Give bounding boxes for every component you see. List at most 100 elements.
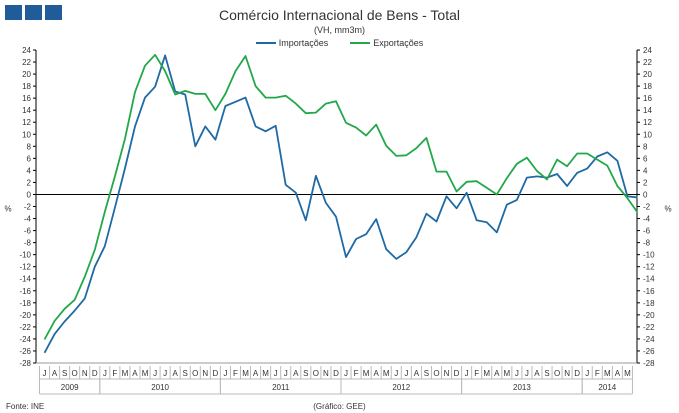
legend-label-importacoes: Importações: [278, 38, 329, 48]
y-tick-label-right: -14: [643, 275, 655, 284]
x-tick-label: A: [173, 369, 179, 378]
y-tick-label-right: -28: [643, 359, 655, 368]
y-tick-label-right: 14: [643, 106, 652, 115]
x-tick-label: A: [374, 369, 380, 378]
x-tick-label: A: [414, 369, 420, 378]
x-tick-label: F: [595, 369, 600, 378]
legend-label-exportacoes: Exportações: [373, 38, 424, 48]
x-tick-label: J: [515, 369, 519, 378]
logo-square: [45, 5, 62, 20]
x-tick-label: A: [52, 369, 58, 378]
x-tick-label: M: [624, 369, 631, 378]
x-tick-label: A: [494, 369, 500, 378]
y-tick-label-right: -16: [643, 287, 655, 296]
y-tick-label-left: -8: [24, 239, 32, 248]
x-tick-label: M: [262, 369, 269, 378]
x-tick-label: M: [363, 369, 370, 378]
y-tick-label-right: -18: [643, 299, 655, 308]
x-tick-label: J: [274, 369, 278, 378]
x-tick-label: N: [82, 369, 88, 378]
y-tick-label-right: 16: [643, 94, 652, 103]
year-label: 2012: [392, 383, 410, 392]
x-tick-label: J: [525, 369, 529, 378]
x-tick-label: J: [223, 369, 227, 378]
y-tick-label-left: -28: [19, 359, 31, 368]
y-tick-label-left: -26: [19, 347, 31, 356]
y-tick-label-right: -4: [643, 215, 651, 224]
chart-credit: (Gráfico: GEE): [313, 402, 366, 411]
y-tick-label-left: -2: [24, 203, 32, 212]
x-tick-label: O: [433, 369, 439, 378]
y-tick-label-left: -10: [19, 251, 31, 260]
y-tick-label-left: 10: [22, 130, 31, 139]
x-tick-label: S: [62, 369, 67, 378]
x-tick-label: J: [394, 369, 398, 378]
x-tick-label: M: [242, 369, 249, 378]
chart-title: Comércio Internacional de Bens - Total: [219, 7, 460, 23]
x-tick-label: D: [212, 369, 218, 378]
x-tick-label: M: [503, 369, 510, 378]
legend-item-importacoes: Importações: [255, 38, 329, 48]
y-tick-label-left: -24: [19, 335, 31, 344]
x-tick-label: D: [92, 369, 98, 378]
x-tick-label: J: [103, 369, 107, 378]
x-tick-label: J: [585, 369, 589, 378]
y-tick-label-right: 0: [643, 190, 648, 199]
y-tick-label-left: 20: [22, 70, 31, 79]
x-tick-label: F: [354, 369, 359, 378]
x-tick-label: J: [43, 369, 47, 378]
y-tick-label-left: 16: [22, 94, 31, 103]
y-tick-label-left: 14: [22, 106, 31, 115]
x-tick-label: M: [604, 369, 611, 378]
y-tick-label-left: -18: [19, 299, 31, 308]
y-tick-label-left: 22: [22, 58, 31, 67]
y-tick-label-right: 24: [643, 46, 652, 55]
x-tick-label: F: [474, 369, 479, 378]
y-tick-label-right: 8: [643, 142, 648, 151]
chart-subtitle: (VH, mm3m): [314, 25, 365, 35]
y-axis-label-left: %: [4, 204, 11, 213]
y-axis-label-right: %: [664, 204, 671, 213]
legend-swatch-importacoes: [255, 42, 276, 44]
x-tick-label: O: [313, 369, 319, 378]
y-tick-label-left: 0: [27, 190, 32, 199]
y-tick-label-left: -6: [24, 227, 32, 236]
legend: Importações Exportações: [0, 38, 679, 48]
logo-square: [25, 5, 42, 20]
y-tick-label-left: 8: [27, 142, 32, 151]
source-note: Fonte: INE: [6, 402, 45, 411]
y-tick-label-right: 20: [643, 70, 652, 79]
logo: [5, 5, 62, 20]
y-tick-label-right: -24: [643, 335, 655, 344]
x-tick-label: A: [615, 369, 621, 378]
legend-swatch-exportacoes: [350, 42, 371, 44]
y-tick-label-left: 24: [22, 46, 31, 55]
y-tick-label-right: 6: [643, 154, 648, 163]
y-tick-label-left: -22: [19, 323, 31, 332]
x-tick-label: A: [293, 369, 299, 378]
y-tick-label-right: -6: [643, 227, 651, 236]
y-tick-label-left: -16: [19, 287, 31, 296]
x-tick-label: S: [544, 369, 549, 378]
x-tick-label: O: [192, 369, 198, 378]
y-tick-label-right: -8: [643, 239, 651, 248]
x-tick-label: D: [333, 369, 339, 378]
y-tick-label-right: 2: [643, 178, 648, 187]
year-label: 2011: [272, 383, 290, 392]
x-tick-label: A: [132, 369, 138, 378]
x-tick-label: O: [554, 369, 560, 378]
y-tick-label-right: 18: [643, 82, 652, 91]
series-line-exportacoes: [43, 53, 639, 340]
x-tick-label: N: [444, 369, 450, 378]
x-tick-label: D: [454, 369, 460, 378]
x-tick-label: M: [383, 369, 390, 378]
x-tick-label: A: [253, 369, 259, 378]
y-tick-label-right: 12: [643, 118, 652, 127]
y-tick-label-right: -26: [643, 347, 655, 356]
y-tick-label-right: 22: [643, 58, 652, 67]
x-tick-label: J: [404, 369, 408, 378]
x-tick-label: S: [303, 369, 308, 378]
y-tick-label-left: 4: [27, 166, 32, 175]
series-line-importacoes: [43, 54, 638, 354]
